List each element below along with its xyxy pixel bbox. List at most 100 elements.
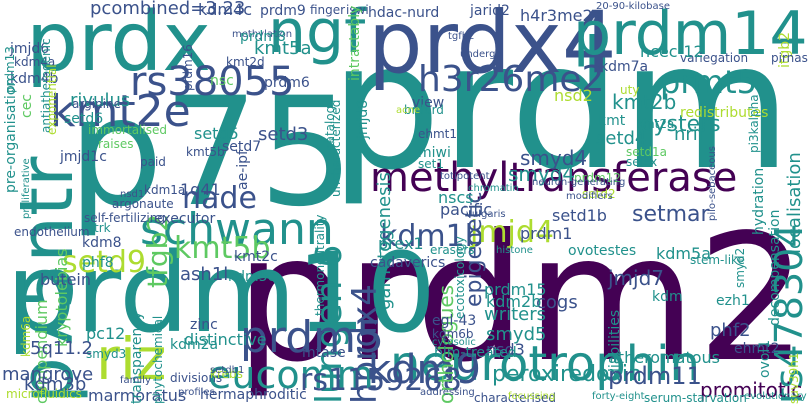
word-97: setd2 <box>582 187 616 201</box>
word-117: ezh1 <box>716 293 750 309</box>
word-4: prdx <box>26 0 211 90</box>
word-122: pc12 <box>86 324 126 343</box>
word-179: intractably <box>347 5 363 81</box>
word-190: focussing <box>508 391 556 402</box>
word-129: cogs <box>536 292 578 313</box>
word-92: uty <box>620 83 640 97</box>
word-6: prdm14 <box>573 0 808 69</box>
word-147: hermaphroditic <box>200 387 307 403</box>
word-119: smyd2 <box>733 247 747 288</box>
word-184: prdm16 <box>181 44 195 91</box>
word-76: kryptolebias <box>52 248 71 347</box>
word-172: catalog <box>323 105 337 150</box>
word-85: ehmt1 <box>418 127 458 141</box>
word-62: prdm6 <box>264 75 310 91</box>
word-156: divisions <box>170 371 223 385</box>
word-127: kdm6b <box>432 327 474 341</box>
word-136: phf2 <box>710 320 751 341</box>
word-81: executor <box>154 211 216 227</box>
word-90: kmt2a <box>636 117 675 131</box>
word-49: h4r3me2s <box>520 6 602 25</box>
word-144: kdm3b <box>24 374 87 395</box>
word-34: smyd4 <box>520 146 588 170</box>
word-96: pi3kalpha <box>747 94 761 153</box>
word-15: rs38055 <box>130 59 295 105</box>
word-161: kdm4a <box>14 55 56 69</box>
word-67: setd6 <box>64 111 104 127</box>
word-146: microfluidics <box>6 387 82 401</box>
word-123: smyd3 <box>86 347 127 361</box>
word-159: tgfb2 <box>448 31 475 42</box>
word-152: ovol1 <box>757 339 773 378</box>
word-168: endothelium <box>14 225 90 239</box>
word-56: hcec-12 <box>640 42 704 61</box>
word-48: jarid2 <box>470 3 510 19</box>
word-54: nsd2 <box>554 86 593 105</box>
word-145: marmoratus <box>88 386 187 404</box>
word-162: kdm4b <box>10 71 59 87</box>
word-18: prdm5 <box>240 312 385 363</box>
word-120: butein <box>40 270 91 289</box>
word-32: prdm11 <box>608 362 702 390</box>
word-46: iswi <box>346 3 369 17</box>
word-115: jmjd7 <box>608 266 665 290</box>
word-160: jmjd6 <box>10 41 50 57</box>
word-27: kmt5b <box>174 231 271 266</box>
word-11: neurotrophin <box>390 336 700 392</box>
word-10: schwann <box>140 204 334 255</box>
word-73: setd3 <box>258 124 309 145</box>
word-19: riz <box>96 325 167 393</box>
word-169: argonaute <box>112 197 174 211</box>
word-68: view <box>412 95 445 111</box>
word-186: setdb1 <box>210 365 245 376</box>
word-80: kdm1a <box>144 183 186 197</box>
word-91: nrif <box>674 124 705 145</box>
word-148: characterised <box>474 391 557 404</box>
word-143: atheromatous <box>608 348 721 367</box>
word-77: 1q41 <box>180 180 221 199</box>
word-107: kmt2c <box>234 249 278 265</box>
word-17: prmt5 <box>660 63 757 101</box>
word-93: setd1a <box>626 145 667 159</box>
word-55: redistributes <box>680 105 769 121</box>
word-99: prdm1 <box>520 224 573 243</box>
word-104: vulgaris <box>466 209 506 220</box>
word-133: smyd5 <box>486 324 547 345</box>
word-75: ae-ipf <box>235 150 251 190</box>
word-141: mtase <box>302 345 346 361</box>
word-110: erasers <box>430 243 475 257</box>
word-165: immortalised <box>88 123 167 137</box>
word-72: setd7 <box>222 139 262 155</box>
word-45: finger <box>310 3 346 17</box>
word-128: cytosolic <box>432 337 476 348</box>
word-42: pcombined=3.23 <box>90 0 246 19</box>
word-102: nscs <box>438 188 474 207</box>
word-150: forty-eight <box>592 391 645 402</box>
word-89: kmt <box>598 113 626 129</box>
word-175: neuron-generating <box>532 177 626 188</box>
word-158: acne <box>396 105 421 116</box>
word-163: cec <box>19 93 35 118</box>
word-137: ehmt2 <box>734 341 780 357</box>
word-41: decompensation <box>767 209 783 326</box>
word-24: kdm1b <box>380 219 484 254</box>
word-66: rivulus <box>70 90 131 111</box>
word-108: ash1l <box>180 264 229 285</box>
word-43: kdm4c <box>198 0 252 19</box>
word-60: methylation <box>232 29 293 40</box>
word-154: transparency <box>129 311 145 404</box>
word-100: prdm12 <box>574 171 621 185</box>
word-44: prdm9 <box>260 3 306 19</box>
word-151: evolutionary <box>744 391 807 402</box>
word-0: prdm <box>330 6 792 209</box>
word-183: prdm13 <box>3 46 17 93</box>
word-126: egl-43 <box>432 313 477 329</box>
word-71: setd5 <box>194 124 239 143</box>
word-20: eucomm <box>208 353 374 397</box>
word-57: kdm7a <box>600 59 649 75</box>
word-140: kdm2a <box>170 337 219 353</box>
word-155: phytochemical <box>151 315 165 404</box>
word-132: writers <box>484 304 547 325</box>
word-98: setd1b <box>552 206 607 225</box>
